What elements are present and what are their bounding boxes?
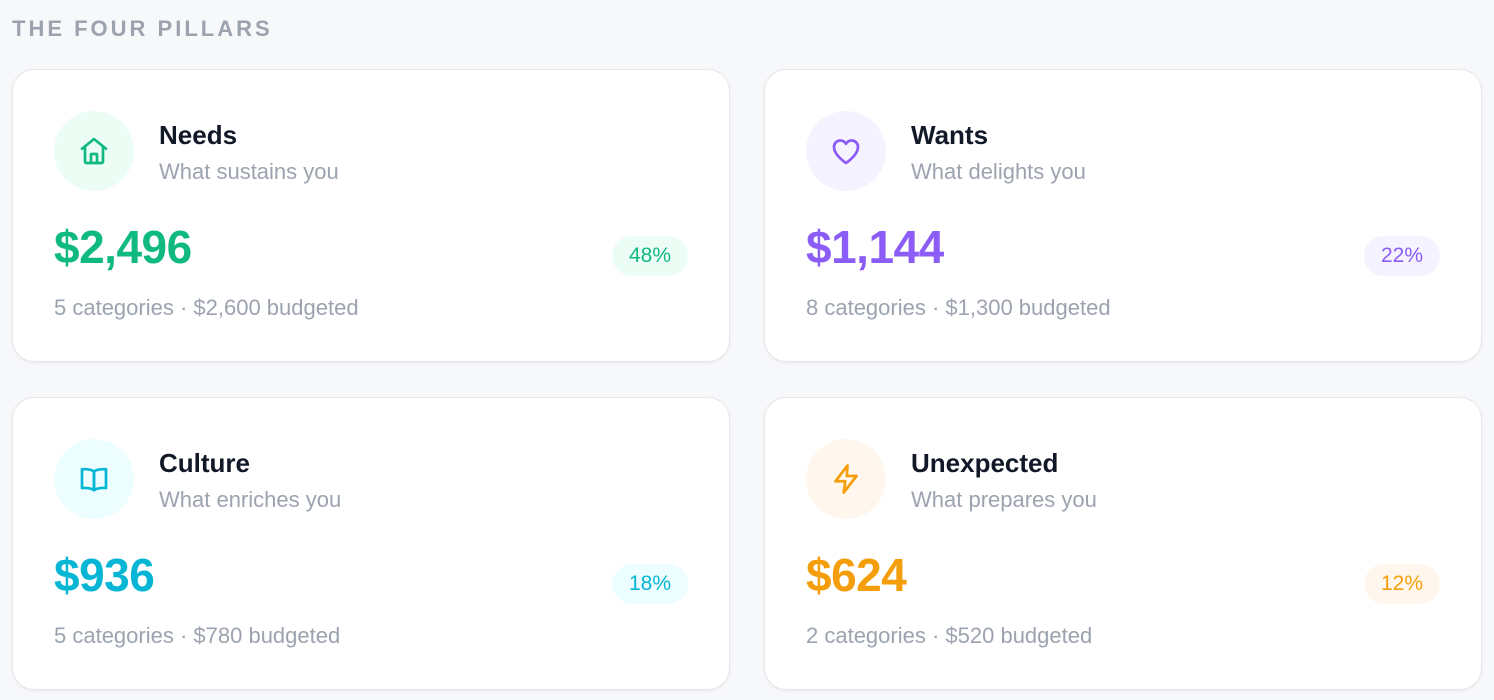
pillar-amount: $936 — [54, 549, 155, 601]
pillars-grid: Needs What sustains you $2,496 48% 5 cat… — [12, 69, 1482, 690]
book-icon — [80, 467, 108, 492]
pillar-tagline: What delights you — [911, 159, 1086, 184]
pillar-meta: 5 categories · $780 budgeted — [54, 623, 341, 648]
pillar-tagline: What prepares you — [911, 487, 1097, 512]
pillar-percent-badge: 22% — [1363, 236, 1440, 276]
pillar-meta: 2 categories · $520 budgeted — [806, 623, 1093, 648]
pillar-card-unexpected[interactable]: Unexpected What prepares you $624 12% 2 … — [764, 397, 1482, 690]
pillar-name: Unexpected — [911, 448, 1059, 478]
pillar-amount: $2,496 — [54, 221, 192, 273]
pillar-percent-badge: 12% — [1363, 564, 1440, 604]
pillar-amount: $624 — [806, 549, 907, 601]
pillar-tagline: What enriches you — [159, 487, 342, 512]
pillar-card-culture[interactable]: Culture What enriches you $936 18% 5 cat… — [12, 397, 730, 690]
pillar-amount: $1,144 — [806, 221, 944, 273]
pillar-icon-wrapper — [54, 439, 134, 519]
pillar-percent-badge: 48% — [611, 236, 688, 276]
lightning-icon — [834, 464, 858, 494]
heart-icon — [832, 139, 860, 165]
pillar-meta: 5 categories · $2,600 budgeted — [54, 295, 359, 320]
section-title: THE FOUR PILLARS — [12, 16, 273, 41]
pillar-icon-wrapper — [806, 439, 886, 519]
pillar-name: Wants — [911, 120, 989, 150]
pillar-icon-wrapper — [806, 111, 886, 191]
pillar-card-needs[interactable]: Needs What sustains you $2,496 48% 5 cat… — [12, 69, 730, 362]
pillar-percent-badge: 18% — [611, 564, 688, 604]
pillar-name: Needs — [159, 120, 238, 150]
pillar-icon-wrapper — [54, 111, 134, 191]
pillar-meta: 8 categories · $1,300 budgeted — [806, 295, 1111, 320]
pillar-card-wants[interactable]: Wants What delights you $1,144 22% 8 cat… — [764, 69, 1482, 362]
pillar-tagline: What sustains you — [159, 159, 339, 184]
home-icon — [80, 137, 108, 165]
pillar-name: Culture — [159, 448, 250, 478]
